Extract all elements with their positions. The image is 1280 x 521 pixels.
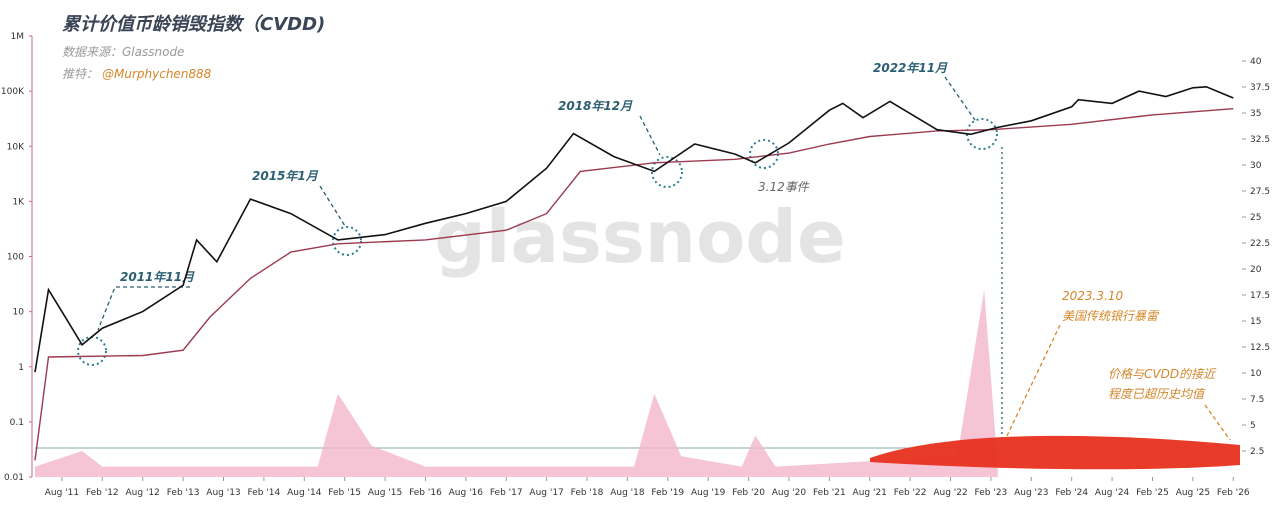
x-tick-label: Aug '19 xyxy=(691,488,726,498)
chart-title: 累计价值币龄销毁指数（CVDD) xyxy=(62,14,325,35)
x-tick-label: Aug '14 xyxy=(287,488,322,498)
x-tick-label: Feb '12 xyxy=(86,488,119,498)
x-tick-label: Feb '21 xyxy=(813,488,846,498)
x-tick-label: Aug '13 xyxy=(206,488,240,498)
x-tick-label: Aug '11 xyxy=(45,488,79,498)
x-tick-label: Feb '23 xyxy=(975,488,1008,498)
x-tick-label: Feb '26 xyxy=(1217,488,1250,498)
annotation-arrows xyxy=(97,76,1231,441)
y-tick-label: 1K xyxy=(12,197,25,207)
y2-tick-label: 15 xyxy=(1250,317,1261,327)
y2-tick-label: 37.5 xyxy=(1250,83,1270,93)
subtitle: 数据来源：Glassnode xyxy=(62,45,184,59)
y-tick-label: 1 xyxy=(18,363,24,373)
y2-tick-label: 25 xyxy=(1250,213,1261,223)
x-tick-label: Aug '15 xyxy=(368,488,402,498)
x-tick-label: Aug '22 xyxy=(933,488,967,498)
annotation: 2018年12月 xyxy=(558,99,633,113)
x-tick-label: Feb '25 xyxy=(1136,488,1169,498)
plot: 0.01 0.1 1 10 100 1K 10K 100K 1M 2.5 5 7.5 10 12.5 15 1… xyxy=(1,32,1270,498)
x-tick-label: Feb '13 xyxy=(167,488,200,498)
annotation: 2011年11月 xyxy=(120,270,195,284)
watermark: glassnode xyxy=(434,195,846,279)
x-tick-label: Feb '20 xyxy=(732,488,765,498)
x-tick-label: Feb '16 xyxy=(409,488,442,498)
x-tick-label: Aug '20 xyxy=(772,488,807,498)
annotation: 2023.3.10 xyxy=(1062,289,1123,303)
x-tick-label: Aug '16 xyxy=(449,488,484,498)
x-tick-label: Feb '17 xyxy=(490,488,523,498)
y2-tick-label: 20 xyxy=(1250,265,1262,275)
y2-tick-label: 5 xyxy=(1250,421,1256,431)
x-tick-label: Aug '24 xyxy=(1095,488,1130,498)
annotation: 美国传统银行暴雷 xyxy=(1062,309,1160,323)
x-tick-label: Aug '25 xyxy=(1176,488,1210,498)
x-tick-label: Feb '19 xyxy=(651,488,684,498)
x-tick-label: Feb '18 xyxy=(571,488,604,498)
y-tick-label: 10K xyxy=(7,142,25,152)
x-tick-label: Aug '18 xyxy=(610,488,645,498)
y2-tick-label: 35 xyxy=(1250,109,1261,119)
credit: @Murphychen888 xyxy=(102,67,212,81)
y2-tick-label: 17.5 xyxy=(1250,291,1270,301)
y2-tick-label: 40 xyxy=(1250,57,1262,67)
x-tick-label: Aug '21 xyxy=(853,488,887,498)
y2-tick-label: 7.5 xyxy=(1250,395,1264,405)
y2-tick-label: 22.5 xyxy=(1250,239,1270,249)
y-tick-label: 0.01 xyxy=(4,473,24,483)
x-tick-label: Feb '14 xyxy=(248,488,281,498)
y-tick-label: 1M xyxy=(11,32,25,42)
y-tick-label: 100 xyxy=(7,253,24,263)
x-tick-label: Aug '23 xyxy=(1014,488,1048,498)
annotation: 2022年11月 xyxy=(873,61,948,75)
y-tick-label: 10 xyxy=(13,308,25,318)
y2-tick-label: 12.5 xyxy=(1250,343,1270,353)
x-tick-label: Aug '17 xyxy=(529,488,563,498)
annotation: 程度已超历史均值 xyxy=(1108,387,1206,401)
y2-tick-label: 2.5 xyxy=(1250,447,1264,457)
y2-tick-label: 30 xyxy=(1250,161,1262,171)
x-tick-label: Feb '24 xyxy=(1055,488,1088,498)
y-tick-label: 0.1 xyxy=(10,418,24,428)
y2-tick-label: 10 xyxy=(1250,369,1262,379)
series-line xyxy=(34,85,1234,373)
series-line xyxy=(34,108,1234,461)
annotation: 价格与CVDD的接近 xyxy=(1108,367,1217,381)
annotation: 2015年1月 xyxy=(252,169,319,183)
y2-tick-label: 32.5 xyxy=(1250,135,1270,145)
y-tick-label: 100K xyxy=(1,87,25,97)
annotation: 3.12事件 xyxy=(758,180,810,194)
x-tick-label: Feb '22 xyxy=(894,488,927,498)
y2-tick-label: 27.5 xyxy=(1250,187,1270,197)
credit-label: 推特： xyxy=(62,67,98,81)
x-tick-label: Aug '12 xyxy=(126,488,160,498)
redaction xyxy=(870,435,1240,470)
x-tick-label: Feb '15 xyxy=(328,488,361,498)
